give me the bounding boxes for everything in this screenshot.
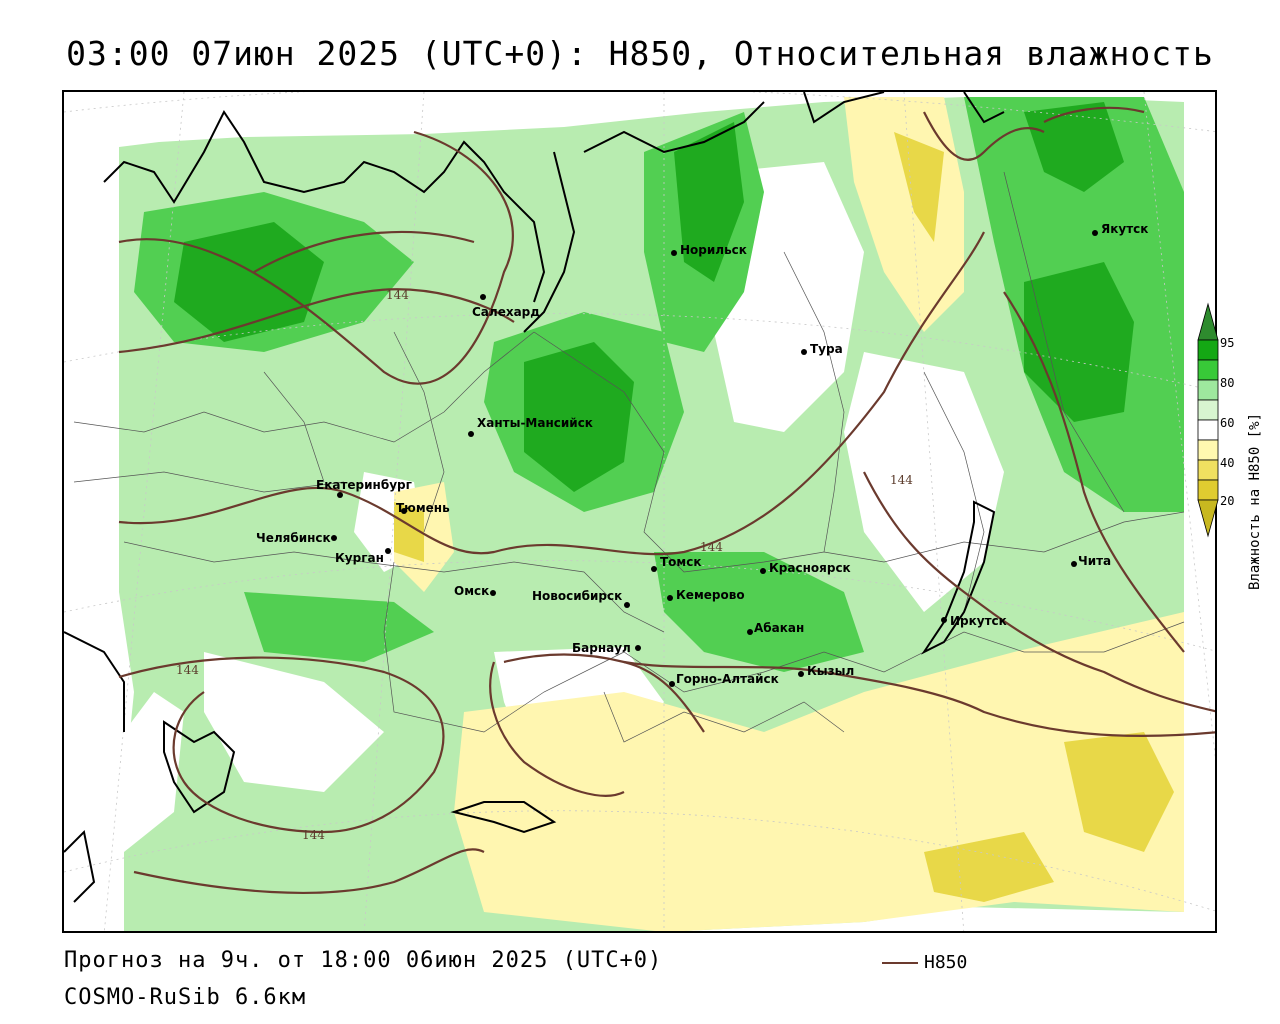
- city-marker[interactable]: [667, 595, 673, 601]
- city-marker[interactable]: [941, 617, 947, 623]
- city-label-kurgan: Курган: [335, 551, 384, 565]
- colorbar-bottom-arrow: [1197, 499, 1219, 538]
- city-marker[interactable]: [385, 548, 391, 554]
- city-label-kyzyl: Кызыл: [807, 664, 854, 678]
- city-marker[interactable]: [635, 645, 641, 651]
- humidity-field-moist: [654, 552, 864, 672]
- city-marker[interactable]: [480, 294, 486, 300]
- humidity-field-white: [844, 352, 1004, 612]
- city-marker[interactable]: [760, 568, 766, 574]
- city-label-yakutsk: Якутск: [1101, 222, 1148, 236]
- colorbar-tick: 95: [1220, 336, 1235, 350]
- colorbar: [1197, 302, 1219, 538]
- map-svg: 144 144 144 144 144 Якутск Норильск Сале…: [64, 92, 1215, 931]
- colorbar-tick: 80: [1220, 376, 1235, 390]
- isoline-label: 144: [302, 828, 325, 842]
- graticule: [64, 92, 1215, 931]
- city-label-novosibirsk: Новосибирск: [532, 589, 622, 603]
- h850-isolines: [118, 106, 1215, 894]
- colorbar-tick: 40: [1220, 456, 1235, 470]
- colorbar-swatch: [1197, 459, 1219, 481]
- city-label-salekhard: Салехард: [472, 305, 540, 319]
- city-marker[interactable]: [331, 535, 337, 541]
- chart-title: 03:00 07июн 2025 (UTC+0): H850, Относите…: [66, 34, 1214, 73]
- city-label-chelyabinsk: Челябинск: [256, 531, 331, 545]
- city-marker[interactable]: [468, 431, 474, 437]
- colorbar-swatch: [1197, 359, 1219, 381]
- admin-borders: [73, 171, 1185, 743]
- city-marker[interactable]: [1071, 561, 1077, 567]
- city-marker[interactable]: [798, 671, 804, 677]
- humidity-field-saturated: [674, 122, 744, 282]
- colorbar-swatch: [1197, 479, 1219, 501]
- city-label-krasnoyarsk: Красноярск: [769, 561, 851, 575]
- city-marker[interactable]: [490, 590, 496, 596]
- colorbar-top-arrow: [1197, 302, 1219, 341]
- colorbar-swatch: [1197, 439, 1219, 461]
- colorbar-swatch: [1197, 379, 1219, 401]
- city-marker[interactable]: [401, 508, 407, 514]
- isoline-label: 144: [176, 663, 199, 677]
- isoline-label: 144: [700, 540, 723, 554]
- humidity-field-very-dry: [1064, 732, 1174, 852]
- isoline-label: 144: [890, 473, 913, 487]
- colorbar-tick: 60: [1220, 416, 1235, 430]
- city-marker[interactable]: [671, 250, 677, 256]
- coastlines: [64, 92, 1005, 903]
- city-label-chita: Чита: [1078, 554, 1111, 568]
- isoline-legend: H850: [882, 952, 967, 973]
- city-label-abakan: Абакан: [754, 621, 804, 635]
- city-markers: Якутск Норильск Салехард Тура Ханты-Манс…: [256, 222, 1148, 687]
- isoline-legend-label: H850: [924, 952, 968, 973]
- isoline-legend-swatch: [882, 961, 918, 964]
- city-label-yekaterinburg: Екатеринбург: [316, 478, 412, 492]
- humidity-field-white: [204, 652, 384, 792]
- city-label-norilsk: Норильск: [680, 243, 747, 257]
- city-label-kemerovo: Кемерово: [676, 588, 745, 602]
- colorbar-title: Влажность на H850 [%]: [1247, 412, 1263, 590]
- humidity-field-white: [124, 692, 184, 852]
- humidity-field-saturated: [524, 342, 634, 492]
- city-marker[interactable]: [624, 602, 630, 608]
- city-label-gorno-altaysk: Горно-Алтайск: [676, 672, 779, 686]
- isoline-label: 144: [386, 288, 409, 302]
- colorbar-tick: 20: [1220, 494, 1235, 508]
- city-marker[interactable]: [337, 492, 343, 498]
- city-label-tura: Тура: [810, 342, 843, 356]
- colorbar-swatch: [1197, 419, 1219, 441]
- humidity-field-very-dry: [394, 502, 424, 562]
- city-label-tyumen: Тюмень: [396, 501, 450, 515]
- forecast-info: Прогноз на 9ч. от 18:00 06июн 2025 (UTC+…: [64, 948, 663, 973]
- colorbar-swatch: [1197, 339, 1219, 361]
- humidity-field-very-dry: [894, 132, 944, 242]
- city-label-omsk: Омск: [454, 584, 489, 598]
- city-marker[interactable]: [1092, 230, 1098, 236]
- city-label-irkutsk: Иркутск: [950, 614, 1007, 628]
- model-name: COSMO-RuSib 6.6км: [64, 985, 307, 1010]
- city-marker[interactable]: [747, 629, 753, 635]
- city-marker[interactable]: [651, 566, 657, 572]
- city-label-tomsk: Томск: [660, 555, 702, 569]
- colorbar-swatch: [1197, 399, 1219, 421]
- humidity-field-very-dry: [924, 832, 1054, 902]
- humidity-field-moist: [244, 592, 434, 662]
- city-label-khanty-mansiysk: Ханты-Мансийск: [477, 416, 593, 430]
- city-label-barnaul: Барнаул: [572, 641, 631, 655]
- city-marker[interactable]: [669, 681, 675, 687]
- map-panel[interactable]: 144 144 144 144 144 Якутск Норильск Сале…: [62, 90, 1217, 933]
- humidity-field-saturated: [1024, 102, 1124, 192]
- city-marker[interactable]: [801, 349, 807, 355]
